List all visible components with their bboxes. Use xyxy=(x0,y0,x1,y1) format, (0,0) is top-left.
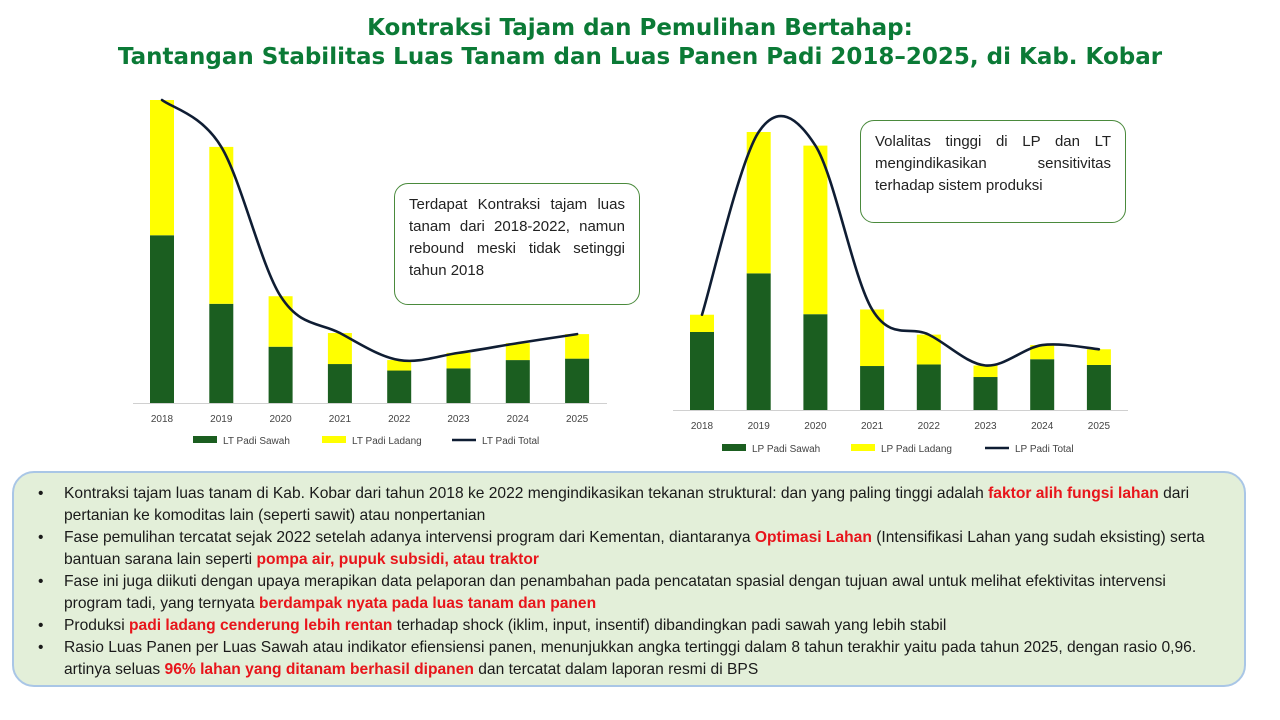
legend-swatch xyxy=(193,436,217,443)
bullet-highlight: padi ladang cenderung lebih rentan xyxy=(129,617,393,634)
bar-sawah xyxy=(803,314,828,410)
legend-swatch xyxy=(322,436,346,443)
bar-ladang xyxy=(1086,349,1111,365)
x-tick-label: 2023 xyxy=(447,414,470,425)
x-tick-label: 2022 xyxy=(388,414,411,425)
bar-ladang xyxy=(209,146,234,304)
x-tick-label: 2019 xyxy=(748,421,771,432)
bar-sawah xyxy=(446,368,471,403)
bullet-text: Produksi xyxy=(64,617,130,634)
legend-label: LP Padi Ladang xyxy=(881,444,952,455)
page-subtitle: Tantangan Stabilitas Luas Tanam dan Luas… xyxy=(117,44,1163,70)
bullet-text: Fase ini juga diikuti dengan upaya merap… xyxy=(64,573,1166,612)
bar-sawah xyxy=(565,358,590,403)
bullet-text: Kontraksi tajam luas tanam di Kab. Kobar… xyxy=(64,485,989,502)
summary-bullet: Kontraksi tajam luas tanam di Kab. Kobar… xyxy=(36,483,1222,527)
bar-ladang xyxy=(1030,345,1055,360)
x-tick-label: 2018 xyxy=(691,421,714,432)
bar-sawah xyxy=(387,370,412,403)
bullet-text: terhadap shock (iklim, input, insentif) … xyxy=(392,617,947,634)
legend-label: LP Padi Total xyxy=(1015,444,1074,455)
bullet-text: dari pertanian ke komoditas lain (sepert… xyxy=(64,485,1190,524)
bullet-highlight: Optimasi Lahan xyxy=(754,529,872,546)
bar-ladang xyxy=(505,343,530,361)
bullet-text: Rasio Luas Panen per Luas Sawah atau ind… xyxy=(64,639,1197,678)
bar-sawah xyxy=(268,346,293,403)
bar-ladang xyxy=(565,334,590,359)
legend-label: LT Padi Sawah xyxy=(223,436,290,447)
page-title: Kontraksi Tajam dan Pemulihan Bertahap: xyxy=(367,15,913,41)
bullet-text: dan tercatat dalam laporan resmi di BPS xyxy=(473,661,759,678)
legend-label: LT Padi Total xyxy=(482,436,539,447)
bar-ladang xyxy=(387,360,412,371)
bar-sawah xyxy=(327,364,352,403)
bar-sawah xyxy=(209,303,234,403)
legend-swatch xyxy=(851,444,875,451)
bar-sawah xyxy=(1030,359,1055,410)
summary-panel: Kontraksi tajam luas tanam di Kab. Kobar… xyxy=(12,471,1246,687)
bar-ladang xyxy=(973,365,998,378)
x-tick-label: 2020 xyxy=(804,421,827,432)
bar-sawah xyxy=(1086,364,1111,410)
bar-ladang xyxy=(690,314,714,332)
summary-bullet: Produksi padi ladang cenderung lebih ren… xyxy=(36,615,1222,637)
bar-sawah xyxy=(973,377,998,410)
bullet-highlight: berdampak nyata pada luas tanam dan pane… xyxy=(259,595,597,612)
bar-sawah xyxy=(505,360,530,403)
x-tick-label: 2018 xyxy=(151,414,174,425)
bar-ladang xyxy=(803,145,828,315)
series-line-total xyxy=(160,98,579,363)
bar-ladang xyxy=(268,296,293,347)
summary-bullet: Rasio Luas Panen per Luas Sawah atau ind… xyxy=(36,637,1222,681)
x-tick-label: 2024 xyxy=(1031,421,1054,432)
summary-bullet: Fase pemulihan tercatat sejak 2022 setel… xyxy=(36,527,1222,571)
bar-ladang xyxy=(150,100,174,236)
bullet-text: (Intensifikasi Lahan yang sudah eksistin… xyxy=(64,529,1205,568)
x-tick-label: 2025 xyxy=(1088,421,1111,432)
x-tick-label: 2020 xyxy=(269,414,292,425)
x-tick-label: 2025 xyxy=(566,414,589,425)
bullet-text: Fase pemulihan tercatat sejak 2022 setel… xyxy=(64,529,755,546)
bar-sawah xyxy=(746,273,771,410)
legend-label: LT Padi Ladang xyxy=(352,436,422,447)
callout-luas-panen: Volalitas tinggi di LP dan LT mengindika… xyxy=(860,120,1126,223)
bar-ladang xyxy=(860,309,885,367)
legend-label: LP Padi Sawah xyxy=(752,444,820,455)
bar-ladang xyxy=(746,132,771,274)
x-tick-label: 2019 xyxy=(210,414,233,425)
legend-swatch xyxy=(722,444,746,451)
summary-list: Kontraksi tajam luas tanam di Kab. Kobar… xyxy=(36,483,1222,681)
bullet-highlight: 96% lahan yang ditanam berhasil dipanen xyxy=(164,661,474,678)
callout-luas-tanam: Terdapat Kontraksi tajam luas tanam dari… xyxy=(394,183,640,305)
x-tick-label: 2022 xyxy=(918,421,941,432)
bar-sawah xyxy=(860,366,885,410)
x-tick-label: 2023 xyxy=(974,421,997,432)
series-line-total xyxy=(700,114,1101,367)
summary-bullet: Fase ini juga diikuti dengan upaya merap… xyxy=(36,571,1222,615)
bar-sawah xyxy=(150,235,174,403)
bar-sawah xyxy=(916,364,941,410)
bullet-highlight: faktor alih fungsi lahan xyxy=(988,485,1159,502)
bar-sawah xyxy=(690,331,714,410)
x-tick-label: 2021 xyxy=(861,421,884,432)
bullet-highlight: pompa air, pupuk subsidi, atau traktor xyxy=(256,551,539,568)
x-tick-label: 2021 xyxy=(329,414,352,425)
bar-ladang xyxy=(446,352,471,369)
x-tick-label: 2024 xyxy=(507,414,530,425)
